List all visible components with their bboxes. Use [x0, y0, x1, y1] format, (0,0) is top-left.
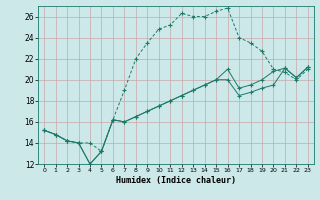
- X-axis label: Humidex (Indice chaleur): Humidex (Indice chaleur): [116, 176, 236, 185]
